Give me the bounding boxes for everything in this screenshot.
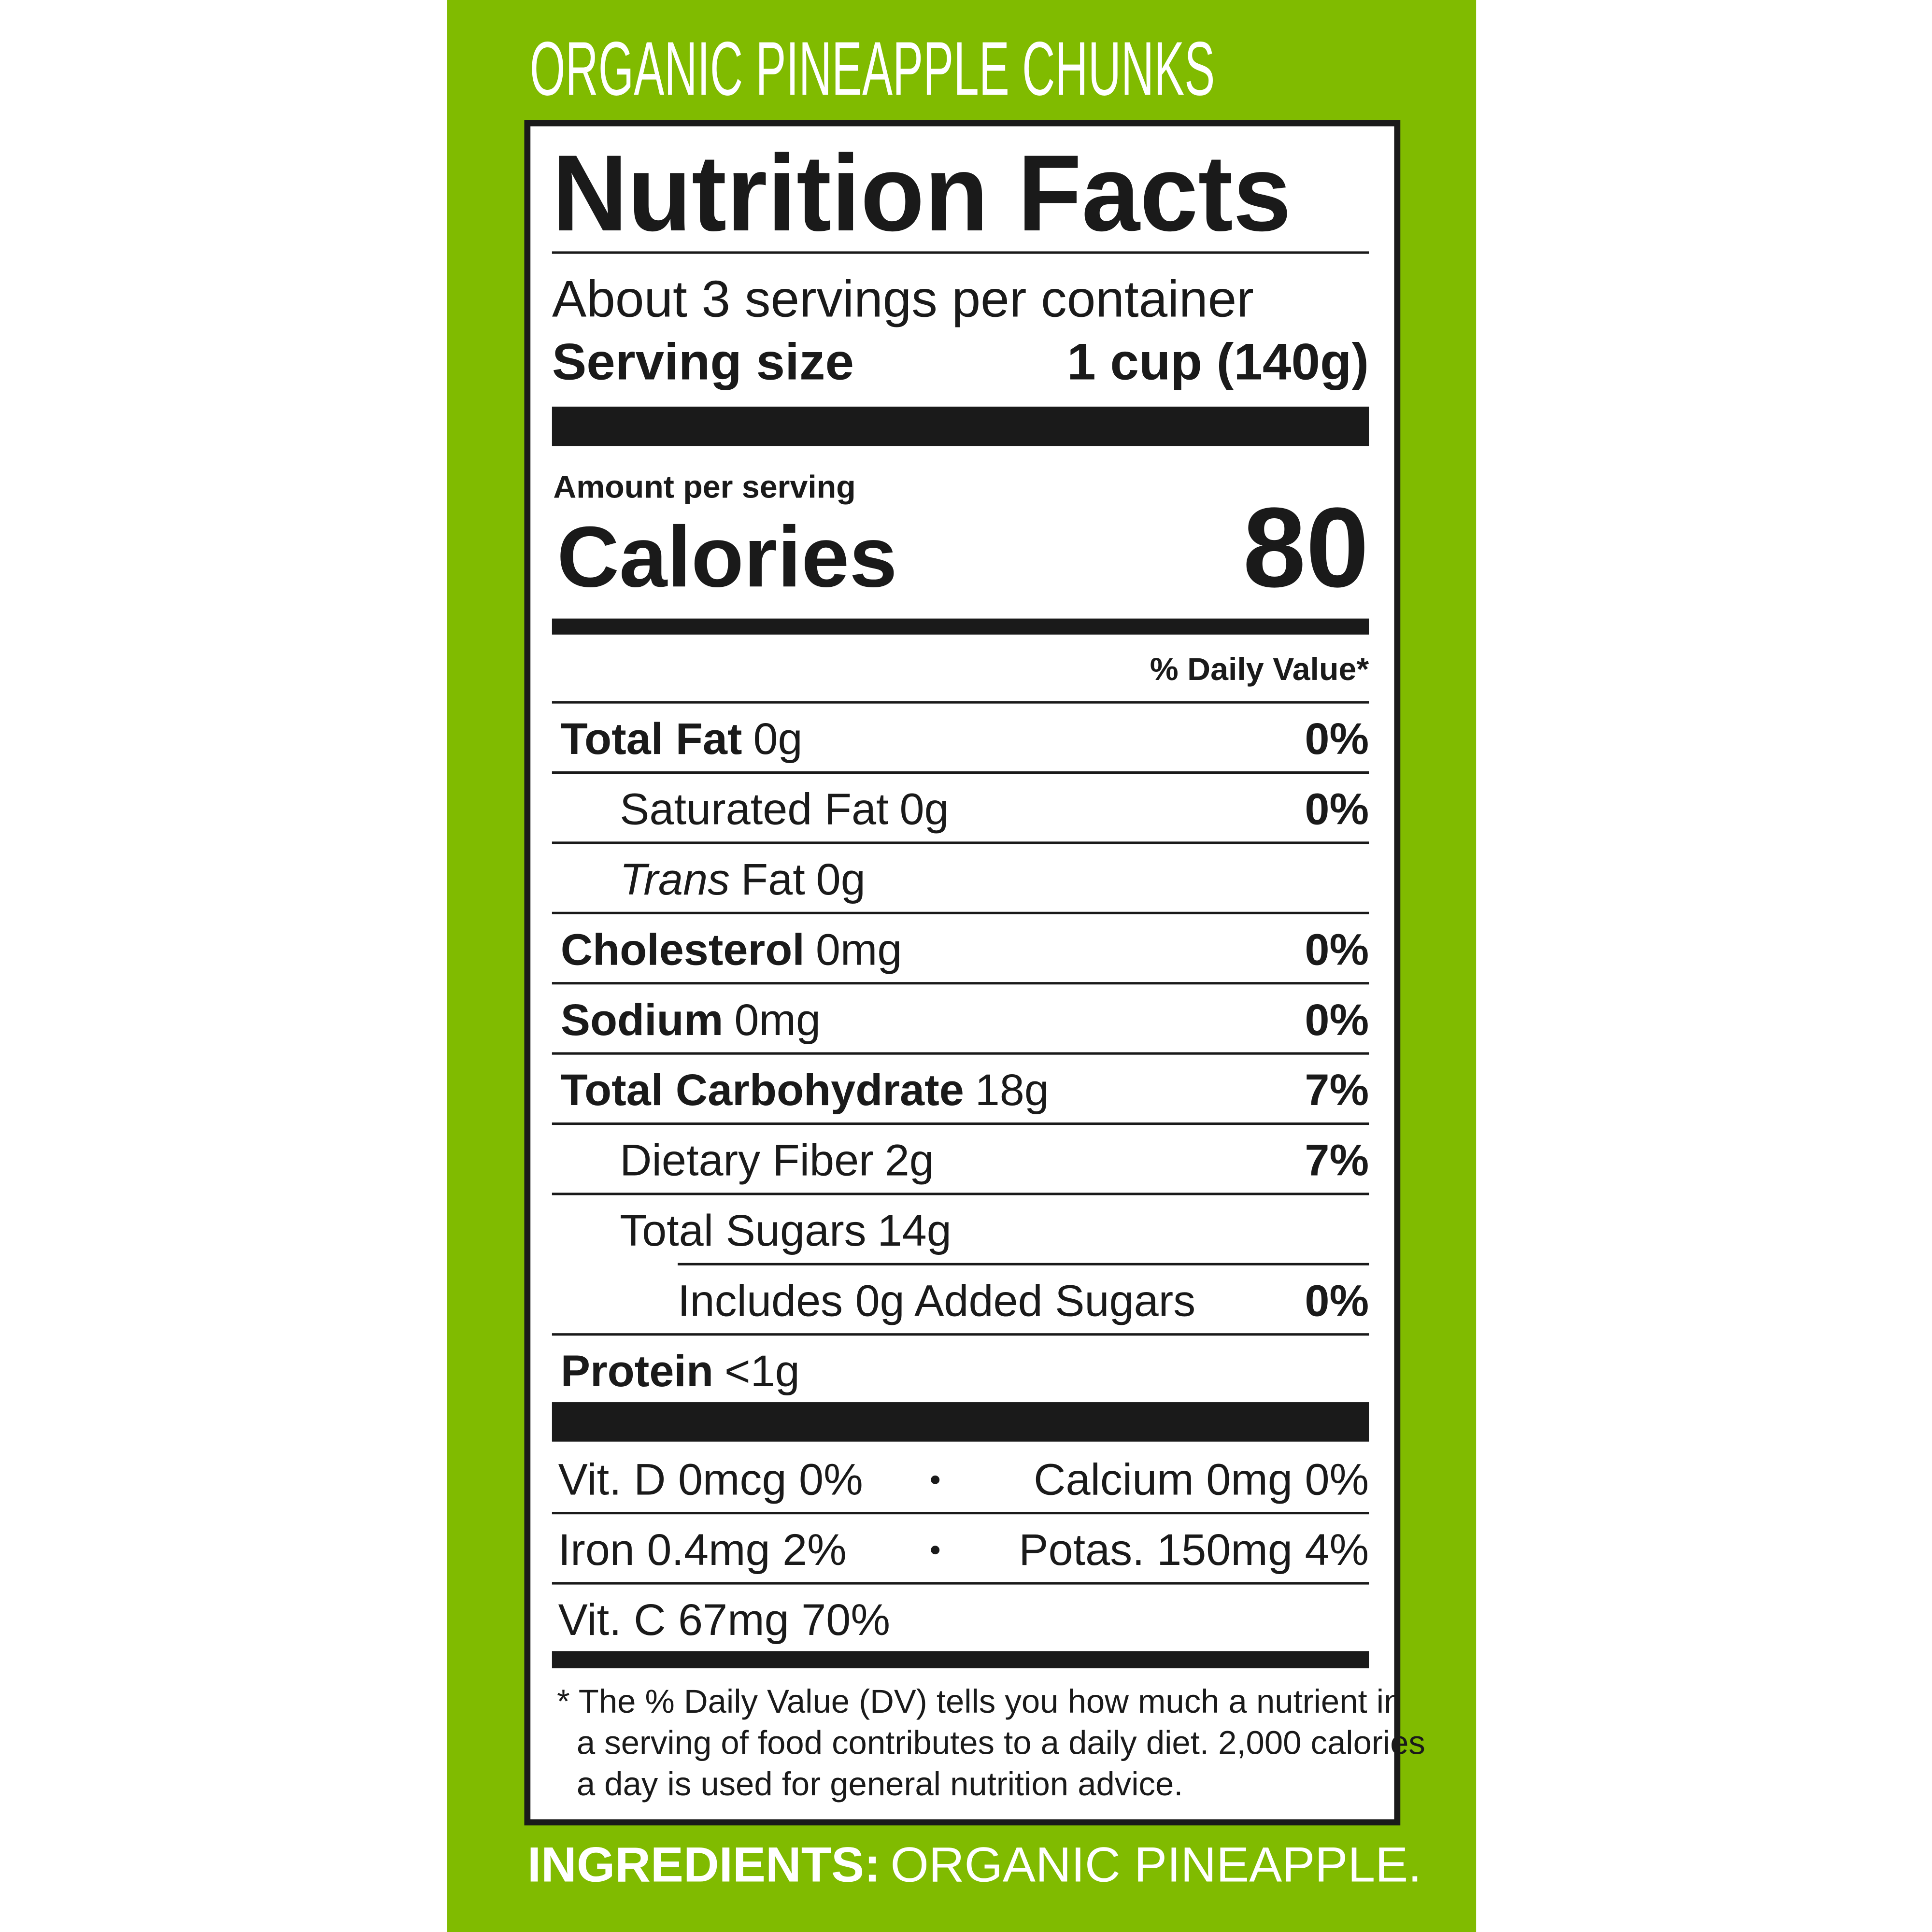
rule [552, 701, 1369, 704]
medium-bar [552, 618, 1369, 635]
footnote-line: * The % Daily Value (DV) tells you how m… [557, 1683, 1402, 1720]
amount-per-serving: Amount per serving [553, 469, 855, 505]
rule [552, 1052, 1369, 1055]
nutrient-row: Includes 0g Added Sugars [678, 1276, 1195, 1325]
nutrient-amount: 2g [885, 1136, 934, 1185]
nutrient-row: Protein <1g [561, 1347, 800, 1396]
vitamin-right: Calcium 0mg 0% [1034, 1455, 1369, 1504]
footnote-line: a serving of food contributes to a daily… [577, 1724, 1425, 1761]
nutrient-name: Total Fat [561, 714, 742, 764]
vitamin-left: Iron 0.4mg 2% [558, 1525, 847, 1575]
nutrient-row: Cholesterol 0mg [561, 925, 902, 974]
nutrition-panel [524, 120, 1401, 1826]
rule [552, 1193, 1369, 1195]
nutrient-amount: <1g [724, 1347, 800, 1396]
daily-value-header: % Daily Value* [1150, 652, 1369, 687]
label-title: Nutrition Facts [552, 132, 1292, 254]
nutrient-dv: 0% [1305, 925, 1369, 974]
thick-bar [552, 1402, 1369, 1442]
rule [678, 1263, 1369, 1265]
serving-size-value: 1 cup (140g) [1067, 333, 1369, 391]
nutrient-dv: 7% [1305, 1136, 1369, 1185]
nutrient-dv: 0% [1305, 1276, 1369, 1325]
nutrient-row: Sodium 0mg [561, 995, 821, 1045]
thick-bar [552, 406, 1369, 446]
nutrient-amount: 0mg [734, 995, 821, 1045]
nutrient-amount: 0g [816, 855, 866, 904]
vitamin-left: Vit. D 0mcg 0% [558, 1455, 863, 1504]
rule [552, 911, 1369, 914]
ingredients: INGREDIENTS: ORGANIC PINEAPPLE. [527, 1837, 1422, 1892]
nutrient-name: Total Sugars [620, 1206, 866, 1255]
nutrient-row: Saturated Fat 0g [620, 785, 949, 834]
serving-size-label: Serving size [552, 333, 854, 391]
product-title: ORGANIC PINEAPPLE CHUNKS [530, 26, 1215, 111]
nutrient-dv: 7% [1305, 1065, 1369, 1115]
nutrient-name-italic: Trans [620, 855, 730, 904]
nutrient-name: Protein [561, 1347, 713, 1396]
bullet [931, 1546, 940, 1555]
nutrient-dv: 0% [1305, 995, 1369, 1045]
rule [552, 841, 1369, 844]
rule [552, 1122, 1369, 1125]
nutrient-name: Saturated Fat [620, 785, 888, 834]
nutrient-row: Total Carbohydrate 18g [561, 1065, 1049, 1115]
nutrient-row: Total Fat 0g [561, 714, 803, 764]
bullet [931, 1475, 940, 1484]
calories-value: 80 [1243, 484, 1369, 611]
vitamin-left: Vit. C 67mg 70% [558, 1595, 890, 1645]
nutrient-name: Cholesterol [561, 925, 805, 974]
nutrient-amount: 18g [975, 1065, 1049, 1115]
nutrient-amount: 0mg [816, 925, 902, 974]
nutrient-amount: 14g [878, 1206, 952, 1255]
nutrient-dv: 0% [1305, 714, 1369, 764]
nutrient-row: Total Sugars 14g [620, 1206, 952, 1255]
rule [552, 1582, 1369, 1585]
rule [552, 982, 1369, 985]
servings: About 3 servings per container [552, 270, 1254, 328]
medium-bar [552, 1651, 1369, 1669]
nutrient-amount: 0g [900, 785, 949, 834]
nutrient-name: Total Carbohydrate [561, 1065, 964, 1115]
nutrient-name: Dietary Fiber [620, 1136, 874, 1185]
rule [552, 1333, 1369, 1336]
nutrient-dv: 0% [1305, 785, 1369, 834]
nutrient-name: Includes 0g Added Sugars [678, 1276, 1195, 1325]
nutrient-name: Fat [741, 855, 805, 904]
nutrient-row: Trans Fat 0g [620, 855, 866, 904]
rule [552, 1512, 1369, 1515]
calories-label: Calories [557, 508, 897, 605]
nutrient-amount: 0g [753, 714, 802, 764]
ingredients-text: ORGANIC PINEAPPLE. [891, 1837, 1422, 1892]
vitamin-right: Potas. 150mg 4% [1019, 1525, 1369, 1575]
nutrient-name: Sodium [561, 995, 724, 1045]
ingredients-label: INGREDIENTS: [527, 1837, 881, 1892]
footnote-line: a day is used for general nutrition advi… [577, 1765, 1183, 1803]
rule [552, 251, 1369, 254]
rule [552, 771, 1369, 774]
nutrient-row: Dietary Fiber 2g [620, 1136, 934, 1185]
